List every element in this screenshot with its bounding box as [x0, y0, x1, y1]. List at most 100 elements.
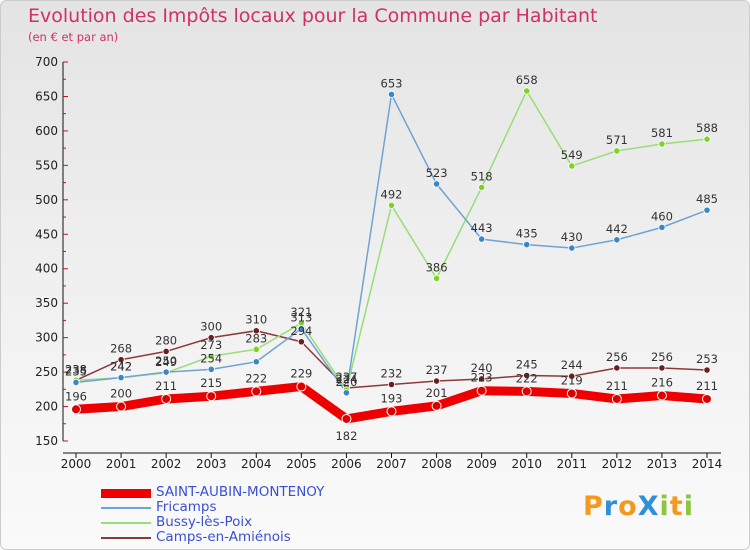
- y-tick-label: 300: [35, 331, 58, 345]
- data-label: 224: [335, 372, 357, 386]
- data-point: [116, 401, 127, 412]
- proxiti-logo: ProXiti: [583, 491, 694, 522]
- logo-letter: t: [669, 491, 684, 522]
- data-point: [117, 374, 125, 382]
- data-point: [341, 413, 352, 424]
- data-point: [478, 375, 486, 383]
- x-tick-label: 2003: [196, 457, 227, 471]
- data-point: [478, 235, 486, 243]
- data-point: [523, 241, 531, 249]
- data-point: [432, 274, 441, 282]
- data-label: 238: [65, 362, 87, 376]
- x-tick-label: 2004: [241, 457, 272, 471]
- data-label: 386: [426, 260, 448, 274]
- data-label: 196: [65, 389, 87, 403]
- x-tick-label: 2001: [106, 457, 137, 471]
- y-tick-label: 150: [35, 434, 58, 448]
- data-label: 216: [651, 376, 673, 390]
- data-label: 256: [651, 350, 673, 364]
- x-tick-label: 2009: [466, 457, 497, 471]
- data-point: [162, 368, 170, 376]
- data-label: 321: [290, 305, 312, 319]
- data-point: [613, 147, 621, 155]
- data-label: 235: [65, 364, 87, 378]
- data-point: [207, 352, 215, 360]
- legend-label: SAINT-AUBIN-MONTENOY: [156, 484, 325, 500]
- data-point: [72, 378, 80, 387]
- data-point: [431, 400, 442, 411]
- data-label: 294: [290, 324, 312, 338]
- data-label: 283: [245, 331, 267, 345]
- data-point: [387, 380, 396, 389]
- data-label: 460: [651, 209, 673, 223]
- data-label: 229: [290, 367, 312, 381]
- data-label: 200: [110, 387, 132, 401]
- y-tick-label: 450: [35, 227, 58, 241]
- data-point: [613, 364, 621, 372]
- data-label: 244: [561, 358, 583, 372]
- data-point: [206, 391, 217, 402]
- logo-letter: o: [618, 491, 638, 522]
- data-label: 658: [516, 73, 538, 87]
- data-point: [207, 334, 215, 342]
- data-point: [386, 406, 397, 417]
- chart-subtitle: (en € et par an): [28, 30, 119, 44]
- y-tick-label: 400: [35, 262, 58, 276]
- data-label: 313: [290, 311, 312, 325]
- data-point: [568, 162, 576, 170]
- data-label: 300: [200, 320, 222, 334]
- x-tick-label: 2011: [557, 457, 588, 471]
- y-tick-label: 350: [35, 296, 58, 310]
- data-point: [432, 180, 441, 188]
- data-label: 485: [696, 192, 718, 206]
- data-point: [252, 345, 260, 353]
- data-point: [476, 385, 487, 396]
- data-label: 310: [245, 313, 267, 327]
- data-point: [478, 183, 486, 192]
- data-point: [521, 386, 532, 397]
- data-point: [611, 393, 622, 404]
- data-label: 571: [606, 133, 628, 147]
- data-label: 242: [110, 360, 132, 374]
- y-tick-label: 600: [35, 124, 58, 138]
- x-tick-label: 2005: [286, 457, 317, 471]
- data-label: 222: [516, 371, 538, 385]
- data-point: [568, 372, 576, 380]
- data-label: 273: [200, 338, 222, 352]
- data-label: 237: [426, 363, 448, 377]
- y-tick-label: 700: [35, 55, 58, 69]
- data-point: [656, 390, 667, 401]
- x-tick-label: 2012: [602, 457, 633, 471]
- data-label: 220: [335, 375, 357, 389]
- data-point: [252, 327, 260, 335]
- data-label: 256: [606, 350, 628, 364]
- data-label: 442: [606, 222, 628, 236]
- legend-swatch: [101, 507, 151, 509]
- data-label: 237: [335, 370, 357, 384]
- data-label: 193: [381, 391, 403, 405]
- data-point: [387, 201, 396, 209]
- data-label: 245: [516, 358, 538, 372]
- data-label: 240: [471, 361, 493, 375]
- data-label: 215: [200, 376, 222, 390]
- legend-swatch: [101, 522, 151, 524]
- data-label: 254: [200, 351, 222, 365]
- data-label: 518: [471, 169, 493, 183]
- data-point: [342, 389, 351, 397]
- legend-label: Camps-en-Amiénois: [156, 529, 291, 545]
- legend-swatch: [101, 537, 151, 539]
- data-label: 219: [561, 373, 583, 387]
- data-label: 222: [245, 371, 267, 385]
- data-point: [296, 381, 307, 392]
- data-point: [658, 223, 666, 231]
- data-label: 211: [696, 379, 718, 393]
- data-point: [568, 244, 576, 252]
- logo-letter: i: [659, 491, 670, 522]
- data-point: [703, 366, 711, 374]
- data-label: 211: [606, 379, 628, 393]
- chart-title: Evolution des Impôts locaux pour la Comm…: [28, 5, 598, 27]
- data-point: [297, 325, 305, 333]
- data-point: [523, 87, 531, 95]
